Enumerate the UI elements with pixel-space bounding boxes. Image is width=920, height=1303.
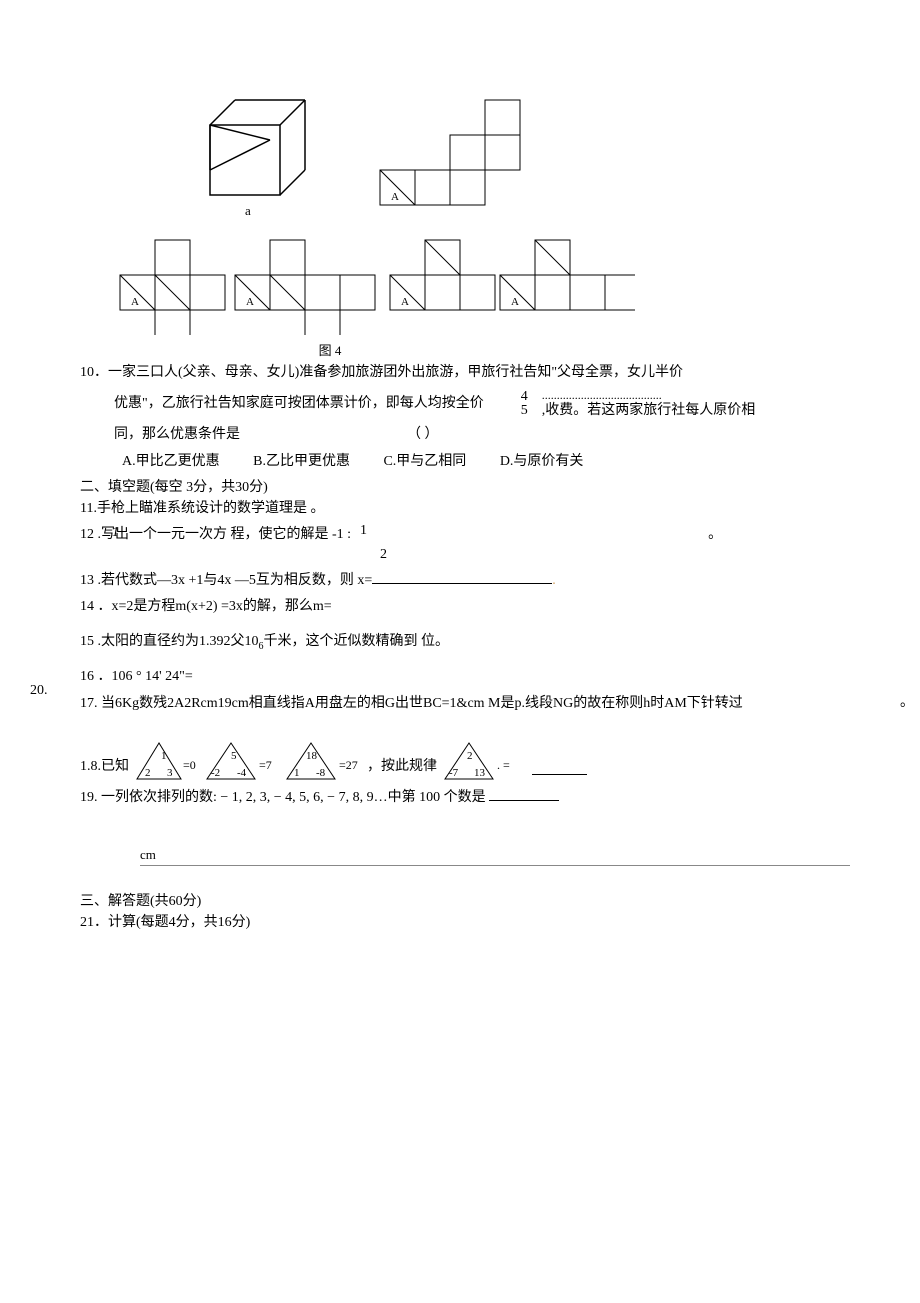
q10-paren: （ ） xyxy=(407,427,439,442)
cube-nets-figure-top: a A xyxy=(115,90,635,230)
q17-num: 17. xyxy=(80,696,98,711)
q15: 15 .太阳的直径约为1.392父106千米，这个近似数精确到 位。 xyxy=(80,631,840,655)
section3-header: 三、解答题(共60分) xyxy=(80,890,840,910)
figure-cube-row: a A xyxy=(115,90,840,230)
q12-n1: 1 xyxy=(360,520,367,542)
q19-blank xyxy=(489,786,559,801)
q12-n2: 2 xyxy=(380,544,387,566)
q17-text: 当6Kg数残2A2Rcm19cm相直线指A用盘左的相G出世BC=1&cm M是p… xyxy=(98,696,743,711)
svg-text:-7: -7 xyxy=(449,767,459,779)
figure-caption: 图 4 xyxy=(80,340,580,359)
q10-text1: ．一家三口人(父亲、母亲、女儿)准备参加旅游团外出旅游，甲旅行社告知"父母全票，… xyxy=(94,365,683,380)
q13: 13 .若代数式—3x +1与4x —5互为相反数，则 x=. xyxy=(80,569,840,592)
svg-text:18: 18 xyxy=(306,750,318,762)
q15-text2: 千米，这个近似数精确到 位。 xyxy=(264,634,450,649)
cube-nets-figure-bottom: A A A xyxy=(115,235,635,335)
q18-text2: ，按此规律 xyxy=(367,756,437,778)
svg-text:. =: . = xyxy=(497,758,510,772)
q16-text: ．106 ° 14' 24"= xyxy=(98,669,193,684)
q21: 21．计算(每题4分，共16分) xyxy=(80,912,840,934)
svg-text:-8: -8 xyxy=(316,767,326,779)
q15-num: 15 xyxy=(80,634,94,649)
svg-text:A: A xyxy=(246,296,254,308)
svg-text:A: A xyxy=(131,296,139,308)
q19: 19. 一列依次排列的数: − 1, 2, 3, − 4, 5, 6, − 7,… xyxy=(80,786,840,809)
q17: 17. 当6Kg数残2A2Rcm19cm相直线指A用盘左的相G出世BC=1&cm… xyxy=(80,693,840,715)
cube-label: a xyxy=(245,203,251,218)
cm-line: cm xyxy=(140,847,850,866)
svg-text:5: 5 xyxy=(231,750,237,762)
q16-num: 16 xyxy=(80,669,94,684)
q11-num: 11 xyxy=(80,501,93,516)
q10-text2b: ,收费。若这两家旅行社每人原价相 xyxy=(542,403,756,420)
q16: 16 ．106 ° 14' 24"= xyxy=(80,666,840,688)
q13-comma: . xyxy=(552,573,556,588)
svg-text:1: 1 xyxy=(161,750,167,762)
q10-fraction: 4 5 xyxy=(521,390,528,418)
svg-text:A: A xyxy=(401,296,409,308)
q10-num: 10 xyxy=(80,362,94,384)
q12-num: 12 xyxy=(80,527,94,542)
q13-blank xyxy=(372,569,552,584)
q13-num: 13 xyxy=(80,573,94,588)
q15-text: .太阳的直径约为1.392父10 xyxy=(98,634,259,649)
svg-text:2: 2 xyxy=(467,750,473,762)
q18-num: 1.8. xyxy=(80,756,101,778)
q12-text1: .写出一个一元一次方 程，使它的解是 -1 : xyxy=(98,527,352,542)
q14-num: 14 xyxy=(80,599,94,614)
section2-header: 二、填空题(每空 3分，共30分) xyxy=(80,476,840,496)
q10-text3: 同，那么优惠条件是 xyxy=(114,427,240,442)
q21-text: ．计算(每题4分，共16分) xyxy=(94,915,250,930)
svg-text:13: 13 xyxy=(474,767,486,779)
q10-opt-c: C.甲与乙相同 xyxy=(383,450,466,470)
svg-text:-2: -2 xyxy=(211,767,220,779)
q10-text2a: 优惠"，乙旅行社告知家庭可按团体票计价，即每人均按全价 xyxy=(114,393,484,415)
q11: 11.手枪上瞄准系统设计的数学道理是 。 xyxy=(80,498,840,520)
q19-num: 19. xyxy=(80,790,98,805)
q12-dot: 。 xyxy=(708,527,722,542)
q18-blank xyxy=(532,760,587,775)
svg-text:2: 2 xyxy=(145,767,151,779)
q18-text1: 已知 xyxy=(101,756,129,778)
cm-label: cm xyxy=(140,847,156,862)
q10-line2: 优惠"，乙旅行社告知家庭可按团体票计价，即每人均按全价 4 5 ........… xyxy=(80,388,840,419)
q14-text: ．x=2是方程m(x+2) =3x的解，那么m= xyxy=(98,599,332,614)
q12: 1 1 12 .写出一个一元一次方 程，使它的解是 -1 : 。 2 xyxy=(80,524,840,546)
q10-dots: ........................................ xyxy=(542,388,756,402)
q11-text: .手枪上瞄准系统设计的数学道理是 。 xyxy=(93,501,324,516)
q10-opt-d: D.与原价有关 xyxy=(500,450,584,470)
q19-text: 一列依次排列的数: − 1, 2, 3, − 4, 5, 6, − 7, 8, … xyxy=(101,790,486,805)
q21-num: 21 xyxy=(80,915,94,930)
q10-options: A.甲比乙更优惠 B.乙比甲更优惠 C.甲与乙相同 D.与原价有关 xyxy=(80,450,840,470)
q10-opt-a: A.甲比乙更优惠 xyxy=(122,450,220,470)
svg-text:=7: =7 xyxy=(259,758,272,772)
svg-text:A: A xyxy=(511,296,519,308)
q10-opt-b: B.乙比甲更优惠 xyxy=(253,450,350,470)
svg-text:1: 1 xyxy=(294,767,300,779)
svg-text:=27: =27 xyxy=(339,758,358,772)
q14: 14 ．x=2是方程m(x+2) =3x的解，那么m= xyxy=(80,596,840,618)
svg-text:=0: =0 xyxy=(183,758,196,772)
svg-text:A: A xyxy=(391,191,399,203)
q10: 10．一家三口人(父亲、母亲、女儿)准备参加旅游团外出旅游，甲旅行社告知"父母全… xyxy=(80,362,840,384)
svg-text:-4: -4 xyxy=(237,767,247,779)
figure-nets-row2: A A A xyxy=(115,235,840,335)
q12-italic1: 1 xyxy=(112,522,119,544)
q13-text: .若代数式—3x +1与4x —5互为相反数，则 x= xyxy=(98,573,373,588)
svg-text:3: 3 xyxy=(167,767,173,779)
q10-line3: 同，那么优惠条件是 （ ） xyxy=(80,424,840,446)
